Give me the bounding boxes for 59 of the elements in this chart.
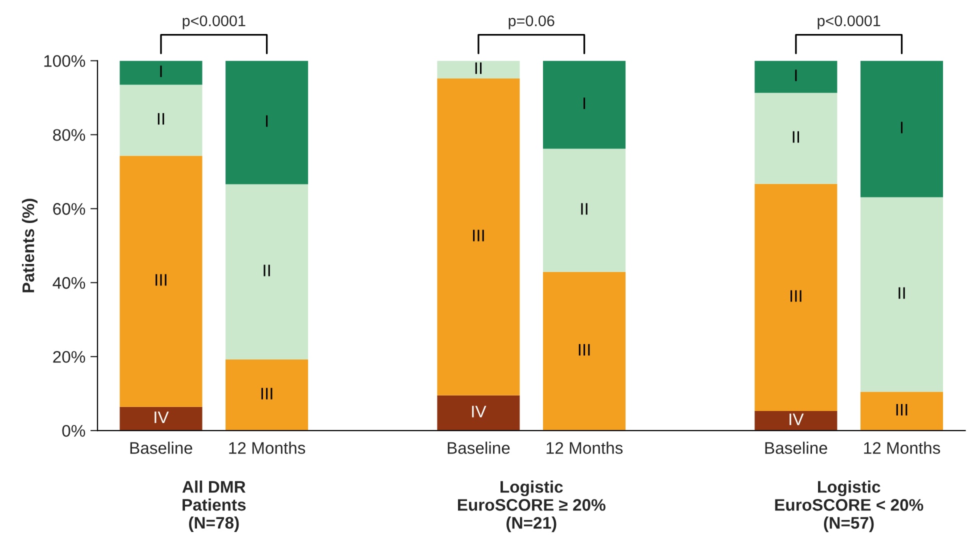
text: III: [156, 274, 166, 286]
bar: [860, 197, 944, 392]
text: I: [900, 122, 903, 134]
bar: [754, 184, 838, 411]
x-tick-label: 12 Months: [229, 442, 306, 454]
bar: [543, 272, 626, 431]
text: p<0.0001: [182, 15, 246, 30]
x-tick-label: 12 Months: [864, 442, 940, 454]
y-tick-label: 60%: [53, 203, 86, 215]
text: Logistic EuroSCORE < 20% (N=57): [775, 480, 924, 532]
x-tick-label: 12 Months: [546, 442, 623, 454]
text: Logistic EuroSCORE ≥ 20% (N=21): [458, 480, 606, 532]
text: III: [473, 230, 484, 242]
series-label: IV: [790, 414, 804, 426]
bar: [226, 360, 308, 431]
x-tick-label: Baseline: [765, 442, 828, 454]
y-axis-title: Patients (%): [22, 198, 38, 292]
text: p<0.0001: [818, 15, 880, 30]
bar: [754, 60, 838, 93]
series-label: III: [896, 404, 908, 416]
text: III: [261, 388, 272, 400]
bar: [120, 406, 202, 431]
y-tick-label: 100%: [44, 55, 86, 67]
text: I: [266, 115, 268, 127]
text: All DMR Patients (N=78): [182, 480, 246, 532]
bar: [120, 84, 202, 156]
text: II: [792, 131, 800, 143]
bar: [120, 156, 202, 407]
bar: [754, 410, 838, 431]
x-tick-label: Baseline: [448, 442, 510, 454]
text: I: [584, 98, 586, 110]
text: II: [158, 113, 164, 125]
y-tick-label: 40%: [52, 277, 86, 289]
text: IV: [472, 406, 486, 418]
y-tick-label: 80%: [53, 129, 86, 141]
bar: [437, 395, 520, 431]
text: II: [898, 287, 905, 299]
bar: [860, 60, 944, 198]
x-tick-label: Baseline: [130, 442, 192, 454]
y-tick-label: 0%: [62, 424, 86, 437]
text: IV: [154, 412, 169, 424]
bar: [226, 60, 308, 184]
text: III: [578, 344, 590, 356]
bar: [226, 184, 308, 360]
bar: [860, 392, 944, 431]
bar: [543, 60, 626, 149]
series-label: II: [475, 62, 482, 74]
text: p=0.06: [508, 15, 554, 30]
bar: [437, 60, 520, 78]
bar: [437, 78, 520, 396]
text: I: [795, 70, 797, 82]
series-label: I: [160, 66, 162, 78]
y-tick-label: 20%: [53, 350, 86, 363]
bar: [754, 92, 838, 184]
text: II: [581, 203, 588, 215]
bar: [543, 148, 626, 272]
text: III: [790, 290, 802, 302]
bar: [120, 60, 202, 85]
text: II: [264, 264, 270, 276]
